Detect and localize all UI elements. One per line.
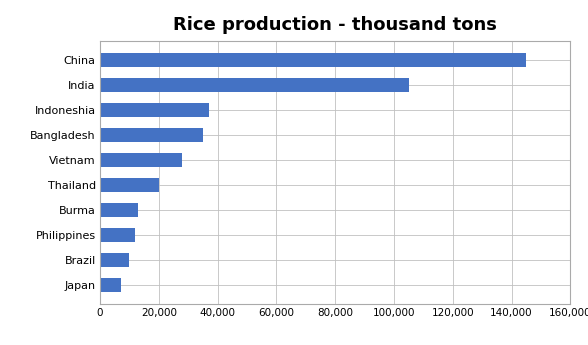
Bar: [100, 178, 159, 192]
Bar: [100, 228, 135, 242]
Bar: [100, 153, 182, 167]
Bar: [100, 53, 526, 67]
Bar: [100, 203, 138, 217]
Bar: [100, 128, 203, 142]
Bar: [100, 253, 129, 267]
Bar: [100, 278, 121, 292]
Bar: [100, 78, 409, 92]
Title: Rice production - thousand tons: Rice production - thousand tons: [173, 16, 497, 34]
Bar: [100, 103, 209, 117]
